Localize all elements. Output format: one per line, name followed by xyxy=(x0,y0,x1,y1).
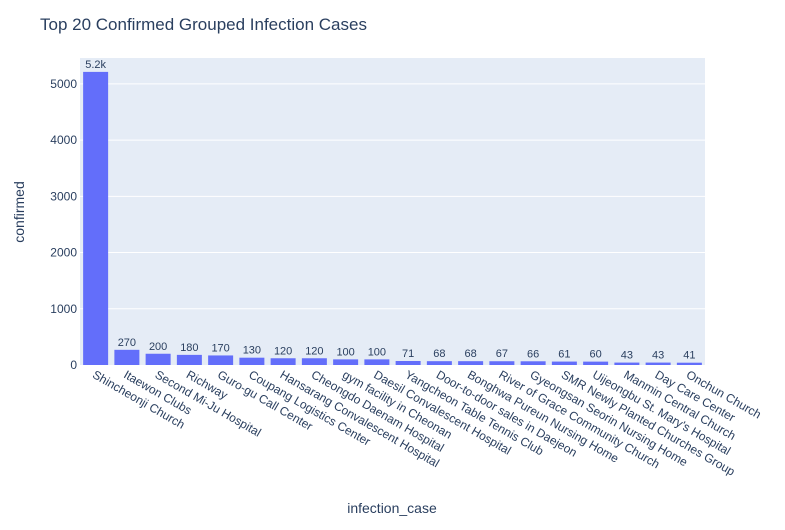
data-label: 200 xyxy=(149,341,167,353)
bar[interactable] xyxy=(364,359,390,365)
data-label: 43 xyxy=(652,350,664,362)
y-tick-label: 0 xyxy=(70,358,77,372)
data-label: 100 xyxy=(336,346,354,358)
bar[interactable] xyxy=(176,354,202,365)
data-label: 180 xyxy=(180,342,198,354)
bar[interactable] xyxy=(551,361,577,365)
bars xyxy=(83,71,702,365)
data-label: 67 xyxy=(496,348,508,360)
grid-lines xyxy=(80,83,705,310)
x-axis-title: infection_case xyxy=(347,500,437,516)
data-label: 71 xyxy=(402,348,414,360)
data-label: 60 xyxy=(590,349,602,361)
y-tick-label: 4000 xyxy=(50,133,77,147)
data-label: 5.2k xyxy=(85,59,106,71)
bar[interactable] xyxy=(301,358,327,365)
y-tick-label: 3000 xyxy=(50,189,77,203)
data-label: 100 xyxy=(368,346,386,358)
bar[interactable] xyxy=(239,357,265,365)
bar[interactable] xyxy=(208,355,234,365)
chart-title: Top 20 Confirmed Grouped Infection Cases xyxy=(40,15,367,34)
data-label: 120 xyxy=(274,345,292,357)
y-axis-title: confirmed xyxy=(11,181,27,242)
data-label: 120 xyxy=(305,345,323,357)
data-label: 43 xyxy=(621,350,633,362)
data-label: 130 xyxy=(243,345,261,357)
data-label: 170 xyxy=(211,342,229,354)
bar[interactable] xyxy=(676,362,702,365)
bar[interactable] xyxy=(645,362,671,365)
bar[interactable] xyxy=(145,353,171,365)
bar[interactable] xyxy=(583,361,609,365)
y-tick-label: 2000 xyxy=(50,246,77,260)
data-labels: 5.2k 270 200 180 170 130 120 120 100 100 71 68 68 67 6… xyxy=(85,59,695,362)
bar[interactable] xyxy=(395,361,421,365)
data-label: 68 xyxy=(433,348,445,360)
bar[interactable] xyxy=(520,361,546,365)
y-axis-ticks: 0 1000 2000 3000 4000 5000 xyxy=(50,77,77,372)
data-label: 41 xyxy=(683,350,695,362)
bar[interactable] xyxy=(114,349,140,365)
data-label: 66 xyxy=(527,348,539,360)
bar[interactable] xyxy=(614,362,640,365)
bar[interactable] xyxy=(270,358,296,365)
data-label: 68 xyxy=(465,348,477,360)
y-tick-label: 1000 xyxy=(50,302,77,316)
bar[interactable] xyxy=(83,71,109,365)
data-label: 270 xyxy=(118,337,136,349)
bar[interactable] xyxy=(333,359,359,365)
bar[interactable] xyxy=(489,361,515,365)
data-label: 61 xyxy=(558,349,570,361)
plot-area xyxy=(80,58,705,365)
bar[interactable] xyxy=(426,361,452,365)
y-tick-label: 5000 xyxy=(50,77,77,91)
bar[interactable] xyxy=(458,361,484,365)
